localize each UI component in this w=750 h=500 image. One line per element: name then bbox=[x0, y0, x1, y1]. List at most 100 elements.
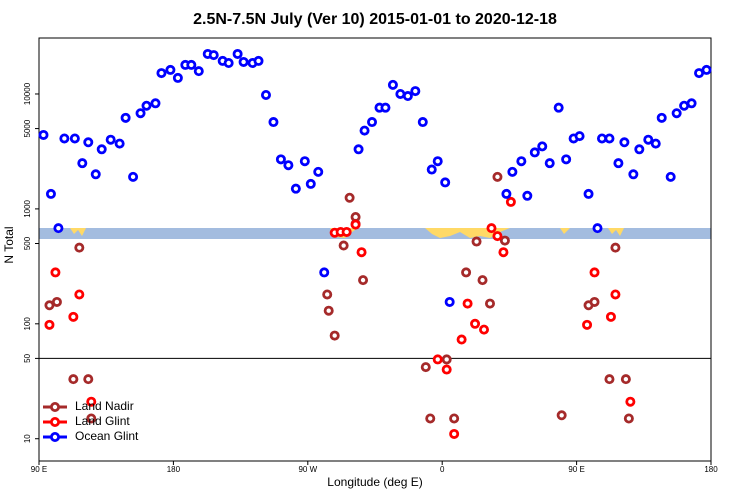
point bbox=[456, 334, 467, 345]
x-tick-label: 180 bbox=[704, 465, 718, 474]
point bbox=[671, 108, 682, 119]
y-tick-label: 50 bbox=[23, 353, 32, 362]
point bbox=[344, 192, 355, 203]
point bbox=[650, 138, 661, 149]
point bbox=[561, 154, 572, 165]
y-tick-label: 5000 bbox=[23, 119, 32, 137]
legend-label: Land Glint bbox=[75, 414, 130, 428]
point bbox=[583, 188, 594, 199]
plot-frame bbox=[38, 37, 712, 462]
point bbox=[275, 154, 286, 165]
point bbox=[380, 102, 391, 113]
point bbox=[253, 55, 264, 66]
point bbox=[299, 156, 310, 167]
point bbox=[425, 413, 436, 424]
point bbox=[105, 134, 116, 145]
point bbox=[592, 223, 603, 234]
point bbox=[417, 117, 428, 128]
point bbox=[440, 177, 451, 188]
point bbox=[461, 267, 472, 278]
point bbox=[420, 362, 431, 373]
point bbox=[610, 242, 621, 253]
point bbox=[74, 289, 85, 300]
point bbox=[44, 300, 55, 311]
point bbox=[44, 319, 55, 330]
point bbox=[556, 410, 567, 421]
point bbox=[492, 231, 503, 242]
legend-marker bbox=[50, 416, 61, 427]
point bbox=[68, 374, 79, 385]
point bbox=[402, 91, 413, 102]
point bbox=[359, 125, 370, 136]
point bbox=[350, 219, 361, 230]
point bbox=[516, 156, 527, 167]
legend-label: Ocean Glint bbox=[75, 429, 139, 443]
point bbox=[686, 98, 697, 109]
point bbox=[441, 354, 452, 365]
point bbox=[605, 311, 616, 322]
point bbox=[410, 86, 421, 97]
point bbox=[323, 305, 334, 316]
point bbox=[74, 242, 85, 253]
point bbox=[313, 166, 324, 177]
point bbox=[553, 102, 564, 113]
x-tick-label: 90 W bbox=[298, 465, 317, 474]
point bbox=[260, 89, 271, 100]
chart-title: 2.5N-7.5N July (Ver 10) 2015-01-01 to 20… bbox=[193, 11, 557, 28]
point bbox=[501, 188, 512, 199]
x-tick-label: 90 E bbox=[31, 465, 47, 474]
y-tick-label: 10000 bbox=[23, 82, 32, 105]
point bbox=[634, 144, 645, 155]
y-tick-label: 1000 bbox=[23, 199, 32, 217]
point bbox=[499, 235, 510, 246]
point bbox=[498, 247, 509, 258]
point bbox=[90, 169, 101, 180]
point bbox=[589, 296, 600, 307]
point bbox=[283, 160, 294, 171]
point bbox=[470, 318, 481, 329]
point bbox=[492, 171, 503, 182]
point bbox=[53, 223, 64, 234]
point bbox=[441, 364, 452, 375]
point bbox=[449, 413, 460, 424]
point bbox=[114, 138, 125, 149]
point bbox=[449, 428, 460, 439]
point bbox=[604, 133, 615, 144]
point bbox=[544, 158, 555, 169]
point bbox=[477, 275, 488, 286]
point bbox=[59, 133, 70, 144]
point bbox=[574, 131, 585, 142]
point bbox=[156, 68, 167, 79]
point bbox=[165, 64, 176, 75]
point bbox=[238, 56, 249, 67]
point bbox=[51, 296, 62, 307]
point bbox=[186, 59, 197, 70]
point bbox=[613, 158, 624, 169]
point bbox=[86, 396, 97, 407]
point bbox=[83, 137, 94, 148]
legend-marker bbox=[50, 401, 61, 412]
x-tick-label: 90 E bbox=[568, 465, 584, 474]
point bbox=[305, 178, 316, 189]
point bbox=[290, 183, 301, 194]
point bbox=[96, 144, 107, 155]
point bbox=[356, 247, 367, 258]
point bbox=[172, 72, 183, 83]
point bbox=[432, 156, 443, 167]
point bbox=[120, 112, 131, 123]
point bbox=[358, 275, 369, 286]
point bbox=[338, 240, 349, 251]
point bbox=[341, 226, 352, 237]
point bbox=[77, 158, 88, 169]
legend-marker bbox=[50, 431, 61, 442]
point bbox=[50, 267, 61, 278]
point bbox=[484, 298, 495, 309]
point bbox=[507, 166, 518, 177]
x-tick-label: 180 bbox=[167, 465, 181, 474]
point bbox=[135, 108, 146, 119]
point bbox=[69, 133, 80, 144]
point bbox=[619, 137, 630, 148]
point bbox=[329, 330, 340, 341]
point bbox=[582, 319, 593, 330]
